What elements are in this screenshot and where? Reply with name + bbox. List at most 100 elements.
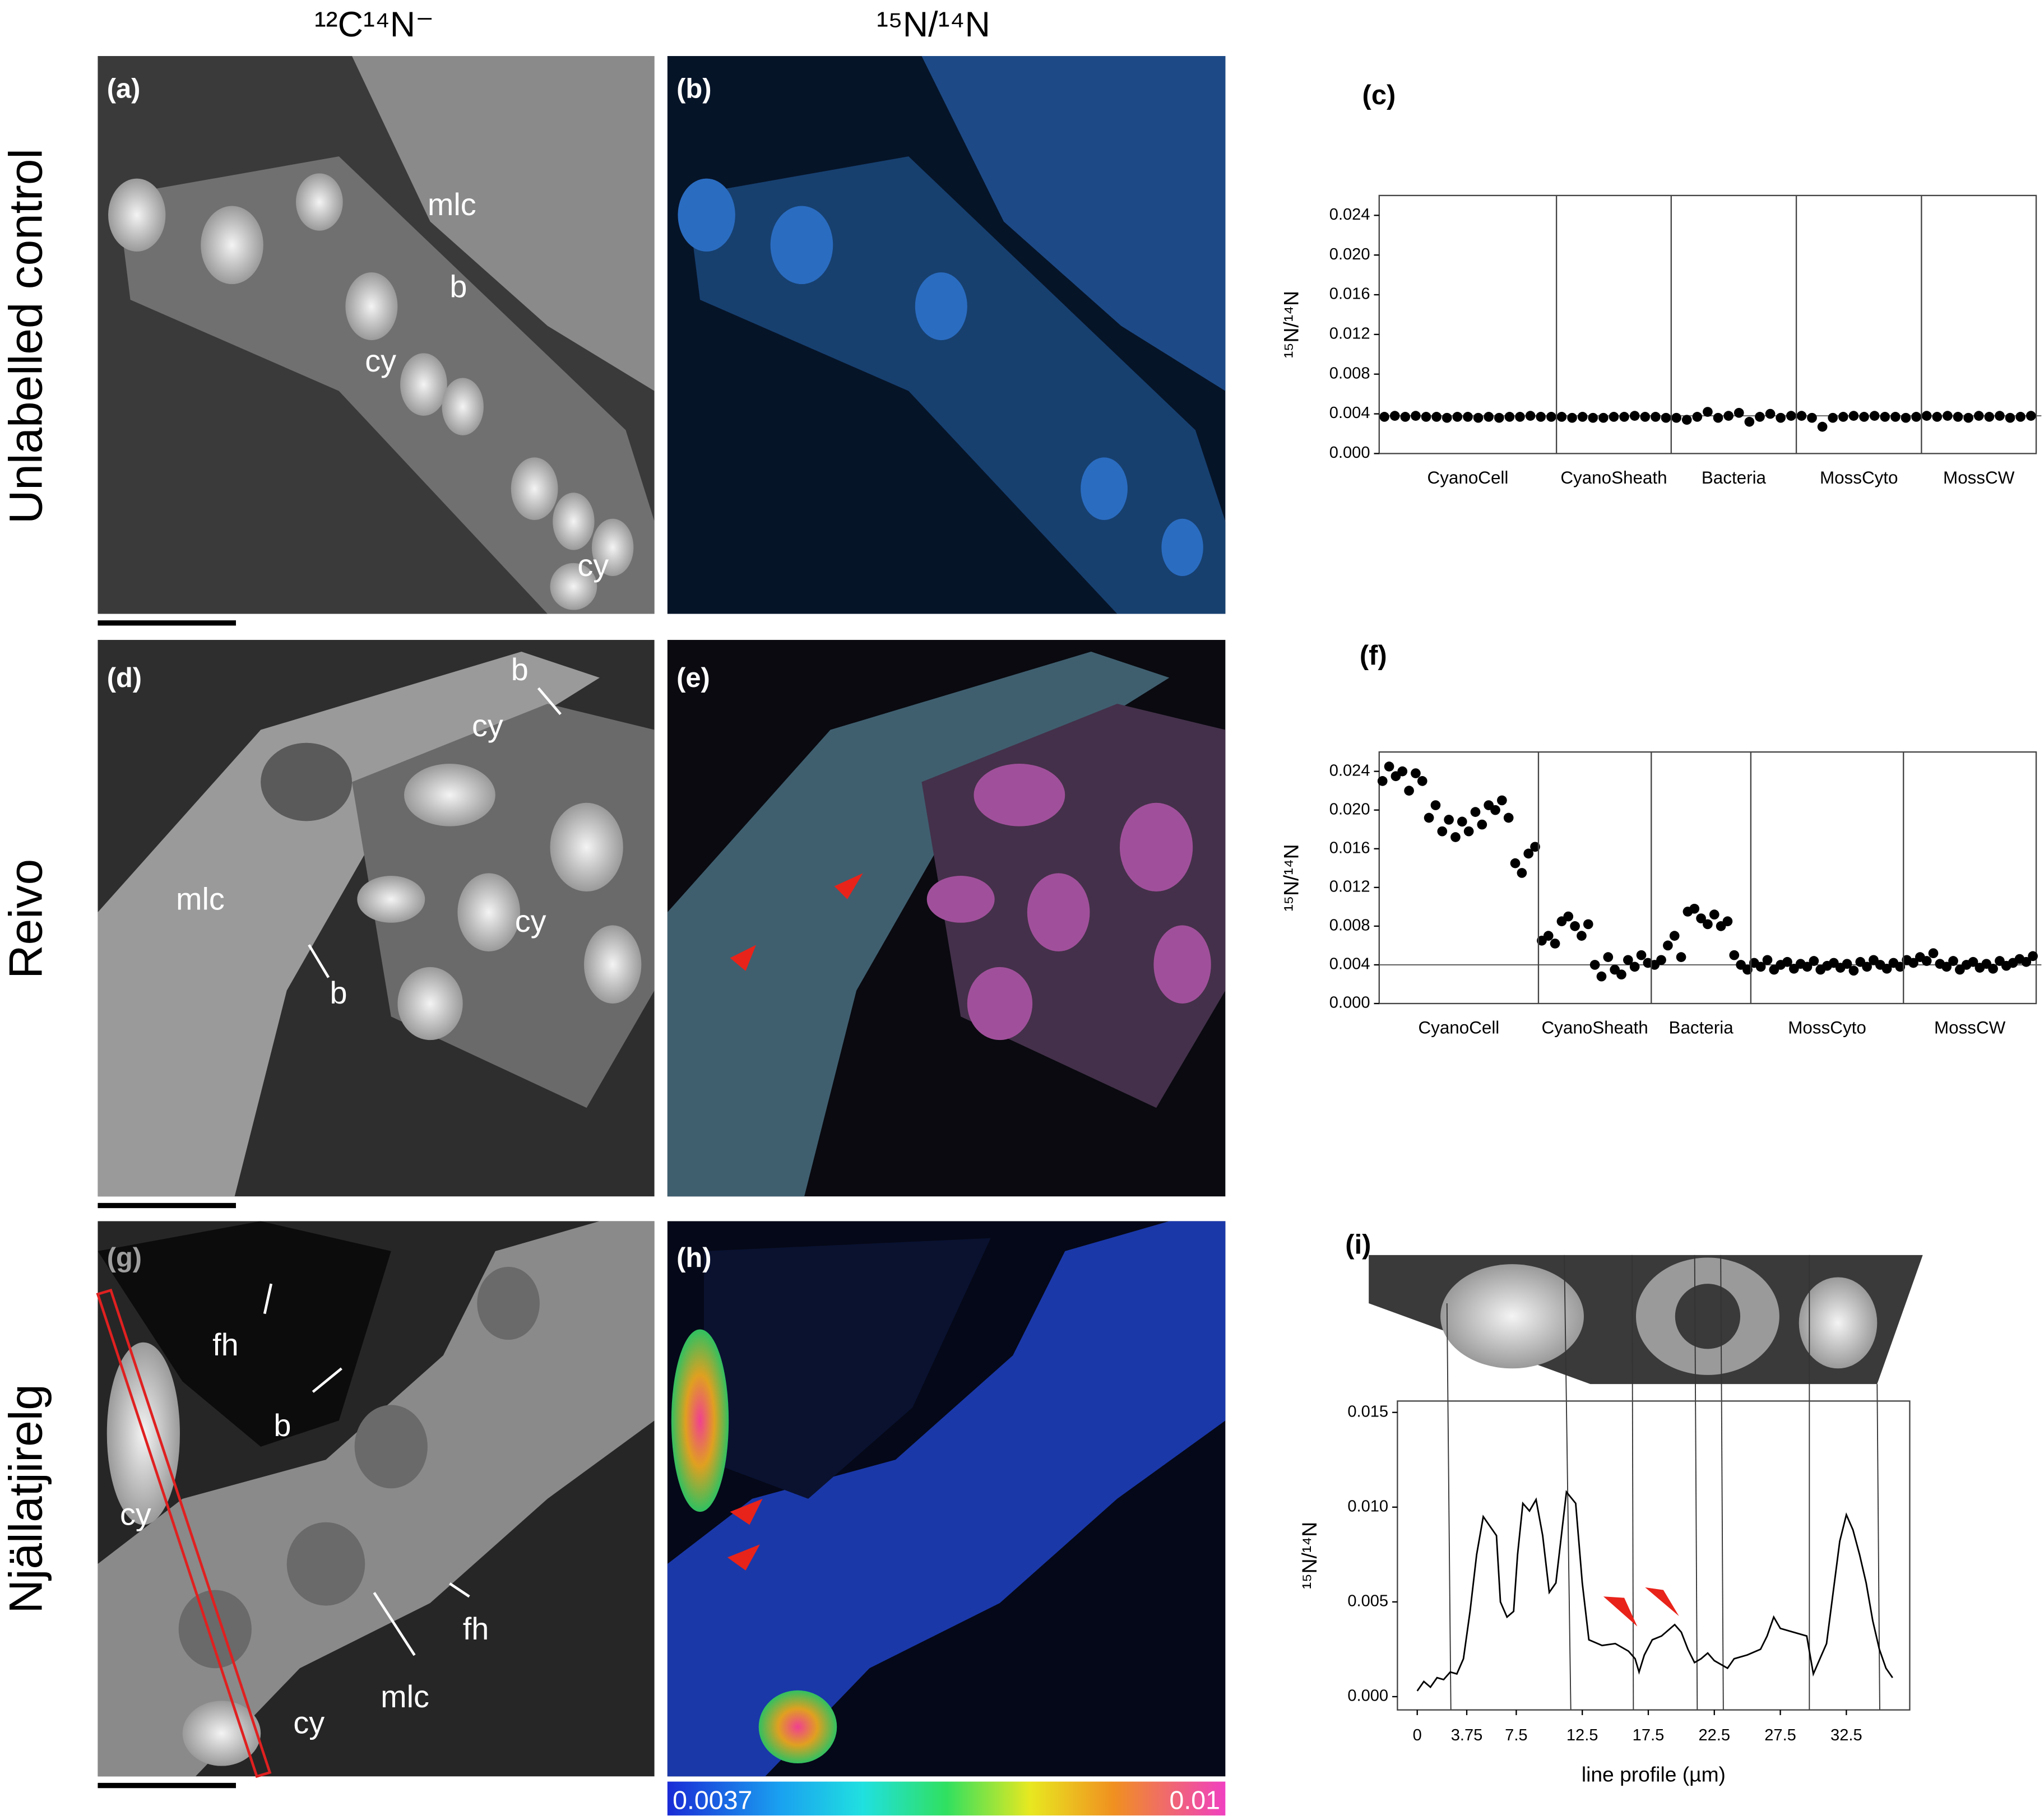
data-point — [1689, 903, 1700, 914]
data-point — [2021, 956, 2032, 967]
data-point — [1908, 958, 1918, 968]
data-point — [1895, 962, 1906, 972]
data-point — [1377, 776, 1388, 786]
data-point — [1881, 963, 1892, 974]
data-point — [1523, 848, 1534, 859]
group-label: Bacteria — [1669, 1018, 1734, 1037]
data-point — [1953, 412, 1963, 422]
charts: (c) ¹⁵N/¹⁴N 0.000 0.004 0.008 0.012 0.016 0.020… — [1280, 80, 2042, 1786]
data-point — [1589, 960, 1600, 970]
data-point — [1384, 761, 1394, 772]
data-point — [2026, 411, 2036, 421]
micrograph: (b) — [667, 56, 1226, 614]
data-point — [1497, 795, 1507, 806]
data-point — [1616, 969, 1626, 980]
data-point — [1640, 412, 1651, 422]
data-point — [1696, 913, 1706, 923]
data-point — [1437, 826, 1448, 837]
y-tick-label: 0.004 — [1329, 955, 1370, 973]
data-point — [1842, 959, 1852, 969]
row-label: Unlabelled control — [0, 148, 52, 524]
data-point — [1503, 812, 1514, 823]
panel-label: (b) — [676, 73, 711, 104]
y-tick-label: 0.016 — [1329, 285, 1370, 303]
data-point — [1828, 412, 1838, 423]
x-tick-label: 27.5 — [1764, 1726, 1796, 1744]
data-point — [1603, 952, 1614, 962]
data-point — [1676, 952, 1686, 962]
data-point — [1629, 411, 1640, 421]
data-point — [1442, 412, 1452, 423]
annotation: cy — [515, 903, 546, 939]
data-point — [1424, 812, 1434, 823]
data-point — [1703, 919, 1713, 930]
data-point — [1669, 931, 1680, 941]
data-point — [1948, 956, 1958, 966]
annotation: cy — [577, 547, 609, 583]
data-point — [1609, 412, 1619, 422]
data-point — [1762, 955, 1773, 965]
data-point — [1431, 412, 1442, 422]
annotation: cy — [365, 343, 396, 378]
y-tick-label: 0.000 — [1329, 994, 1370, 1012]
data-point — [1444, 815, 1454, 825]
data-point — [1663, 940, 1673, 951]
group-label: MossCyto — [1820, 468, 1898, 487]
annotation: b — [274, 1408, 291, 1443]
profile-guide — [1446, 1255, 1880, 1710]
data-point — [1848, 965, 1859, 976]
plot-frame — [1378, 194, 2037, 454]
row-label: Njällatjirelg — [0, 1384, 52, 1613]
data-point — [1550, 939, 1560, 949]
plot-frame — [1397, 1400, 1911, 1711]
group-label: CyanoCell — [1427, 468, 1509, 487]
data-point — [2028, 951, 2038, 962]
panel-label: (g) — [107, 1243, 142, 1273]
annotation: cy — [293, 1705, 325, 1740]
data-point — [1786, 411, 1796, 421]
data-point — [1890, 412, 1901, 422]
data-point — [1421, 412, 1431, 422]
data-point — [1744, 416, 1755, 427]
annotation: b — [511, 652, 529, 687]
data-point — [1452, 412, 1463, 422]
data-point — [1570, 921, 1580, 931]
micrograph: (d) b cy mlc cy b — [98, 640, 655, 1197]
colorbar-max: 0.01 — [1170, 1785, 1221, 1814]
data-point — [1703, 407, 1713, 417]
data-point — [2005, 412, 2015, 423]
data-point — [1723, 411, 1734, 421]
group-label: Bacteria — [1702, 468, 1767, 487]
data-point — [1546, 412, 1556, 422]
data-point — [1729, 950, 1740, 960]
data-point — [1619, 412, 1629, 422]
data-point — [1755, 412, 1765, 422]
data-point — [1457, 816, 1467, 827]
data-point — [1848, 411, 1859, 421]
data-point — [1901, 412, 1911, 423]
data-point — [1543, 931, 1554, 941]
data-point — [1941, 962, 1952, 972]
column-header: ¹²C¹⁴N⁻ — [314, 5, 434, 44]
micrograph: (h) — [667, 1221, 1226, 1777]
data-point — [1911, 412, 1921, 422]
data-point — [1880, 412, 1890, 422]
group-label: CyanoSheath — [1560, 468, 1667, 487]
x-tick-label: 7.5 — [1505, 1726, 1527, 1744]
data-point — [1755, 962, 1766, 972]
data-point — [1556, 412, 1567, 422]
data-point — [1629, 962, 1640, 972]
x-tick-label: 17.5 — [1633, 1726, 1665, 1744]
data-point — [1623, 955, 1633, 965]
data-point — [1494, 412, 1504, 423]
data-point — [1400, 412, 1411, 422]
y-axis-label: ¹⁵N/¹⁴N — [1280, 844, 1303, 911]
data-point — [1734, 407, 1744, 418]
data-point — [1859, 412, 1869, 422]
x-tick-label: 3.75 — [1451, 1726, 1483, 1744]
y-tick-label: 0.000 — [1347, 1687, 1388, 1705]
y-tick-label: 0.004 — [1329, 404, 1370, 422]
data-point — [1973, 411, 1984, 421]
y-tick-label: 0.015 — [1347, 1402, 1388, 1420]
